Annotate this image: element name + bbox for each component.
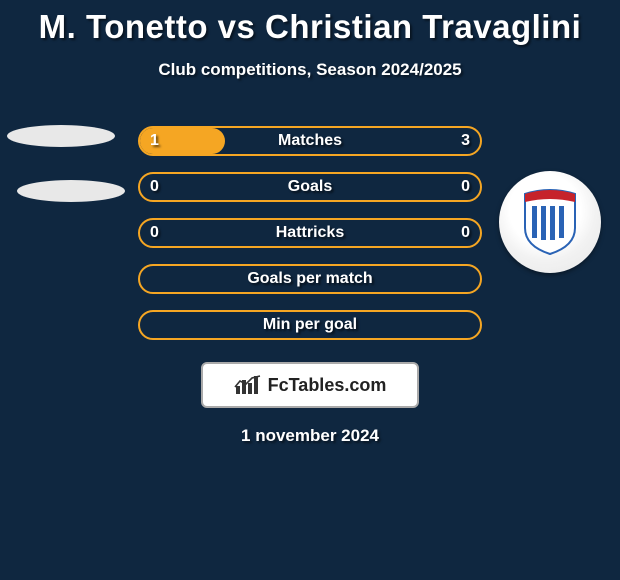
stat-value-right: 0 — [461, 224, 470, 242]
stat-label: Hattricks — [140, 224, 480, 242]
bar-chart-icon — [234, 374, 262, 396]
subtitle: Club competitions, Season 2024/2025 — [0, 60, 620, 80]
brand-text: FcTables.com — [268, 375, 387, 396]
stat-row: Min per goal — [0, 302, 620, 348]
stat-label: Min per goal — [140, 316, 480, 334]
brand-footer[interactable]: FcTables.com — [201, 362, 419, 408]
stat-value-right: 3 — [461, 132, 470, 150]
footer-date: 1 november 2024 — [0, 426, 620, 446]
stat-label: Goals — [140, 178, 480, 196]
stat-value-left: 1 — [150, 132, 159, 150]
stat-label: Matches — [140, 132, 480, 150]
stat-row: Hattricks0 0 — [0, 210, 620, 256]
stat-bar: Hattricks — [138, 218, 482, 248]
stat-value-left: 0 — [150, 224, 159, 242]
stat-label: Goals per match — [140, 270, 480, 288]
stat-bar: Min per goal — [138, 310, 482, 340]
stat-row: Goals0 0 — [0, 164, 620, 210]
stat-bar: Goals — [138, 172, 482, 202]
page-title: M. Tonetto vs Christian Travaglini — [0, 8, 620, 46]
stat-bar: Matches — [138, 126, 482, 156]
stat-row: Goals per match — [0, 256, 620, 302]
stat-value-left: 0 — [150, 178, 159, 196]
stat-value-right: 0 — [461, 178, 470, 196]
stat-bar: Goals per match — [138, 264, 482, 294]
stat-row: Matches1 3 — [0, 118, 620, 164]
